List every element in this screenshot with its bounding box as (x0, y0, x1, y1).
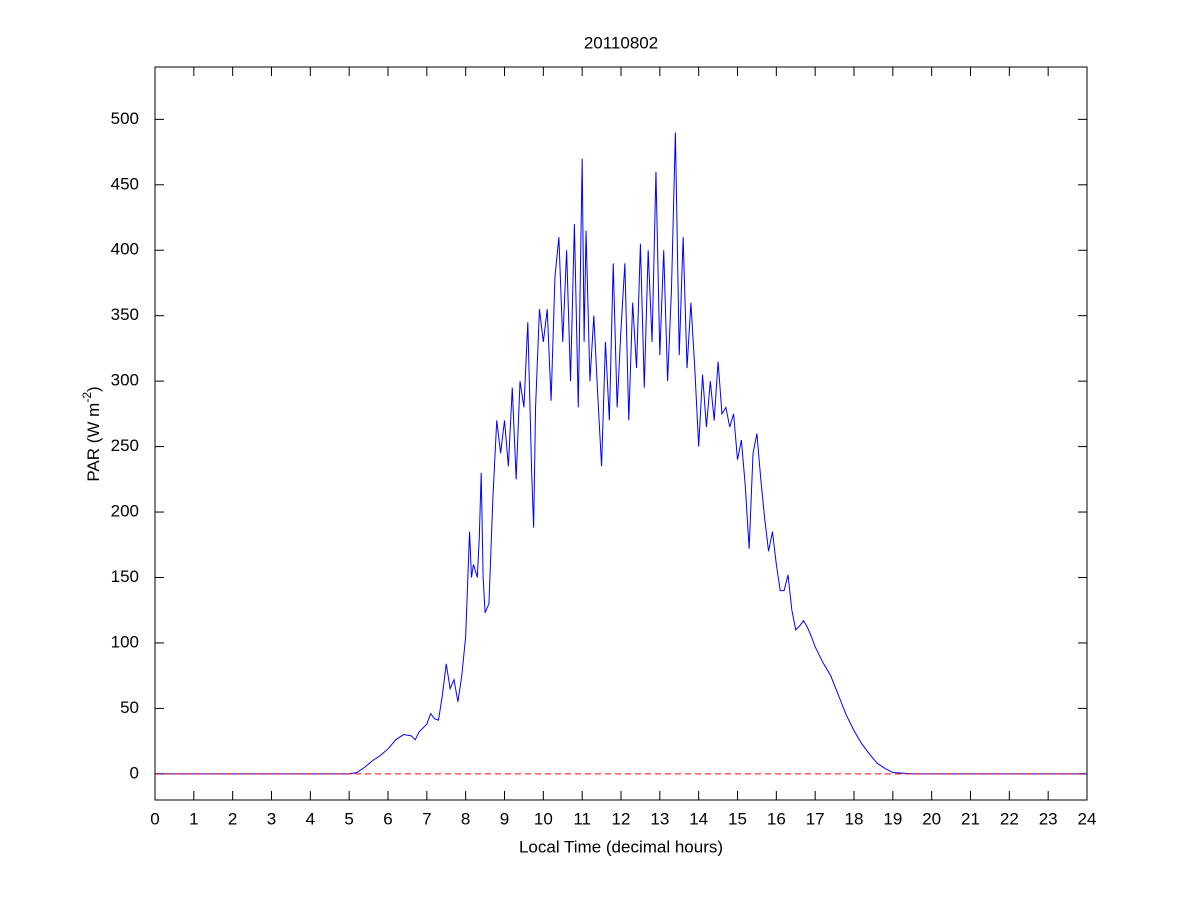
x-tick-label: 24 (1078, 809, 1097, 828)
x-tick-label: 1 (189, 809, 198, 828)
y-tick-label: 150 (111, 567, 139, 586)
x-axis-label: Local Time (decimal hours) (519, 837, 723, 856)
y-tick-label: 300 (111, 371, 139, 390)
y-tick-label: 50 (120, 698, 139, 717)
y-tick-label: 250 (111, 436, 139, 455)
x-tick-label: 2 (228, 809, 237, 828)
chart-title: 20110802 (584, 33, 658, 52)
y-tick-label: 350 (111, 305, 139, 324)
x-tick-label: 10 (534, 809, 553, 828)
x-tick-label: 19 (883, 809, 902, 828)
y-tick-label: 450 (111, 174, 139, 193)
y-tick-label: 100 (111, 632, 139, 651)
y-tick-label: 0 (130, 763, 139, 782)
x-tick-label: 17 (806, 809, 825, 828)
x-tick-label: 15 (728, 809, 747, 828)
plot-frame (154, 66, 1088, 801)
x-tick-label: 5 (344, 809, 353, 828)
x-tick-label: 13 (650, 809, 669, 828)
x-tick-label: 0 (150, 809, 159, 828)
x-tick-label: 3 (267, 809, 276, 828)
x-tick-label: 11 (573, 809, 591, 828)
x-tick-label: 12 (612, 809, 631, 828)
x-tick-label: 8 (461, 809, 470, 828)
x-tick-label: 23 (1039, 809, 1058, 828)
x-tick-label: 22 (1000, 809, 1019, 828)
y-tick-label: 400 (111, 240, 139, 259)
x-tick-label: 7 (422, 809, 431, 828)
x-tick-label: 4 (306, 809, 315, 828)
y-tick-label: 200 (111, 502, 139, 521)
x-tick-label: 20 (922, 809, 941, 828)
x-tick-label: 21 (961, 809, 980, 828)
x-tick-label: 16 (767, 809, 786, 828)
x-tick-label: 14 (689, 809, 708, 828)
y-axis-label-text: PAR (W m (84, 403, 103, 482)
y-axis-label-superscript: -2 (80, 392, 94, 403)
x-tick-label: 6 (383, 809, 392, 828)
data-line (155, 132, 1087, 775)
y-axis-label: PAR (W m-2) (80, 386, 103, 481)
y-axis-label-suffix: ) (84, 386, 103, 392)
x-tick-label: 9 (500, 809, 509, 828)
x-tick-label: 18 (845, 809, 864, 828)
y-tick-label: 500 (111, 109, 139, 128)
